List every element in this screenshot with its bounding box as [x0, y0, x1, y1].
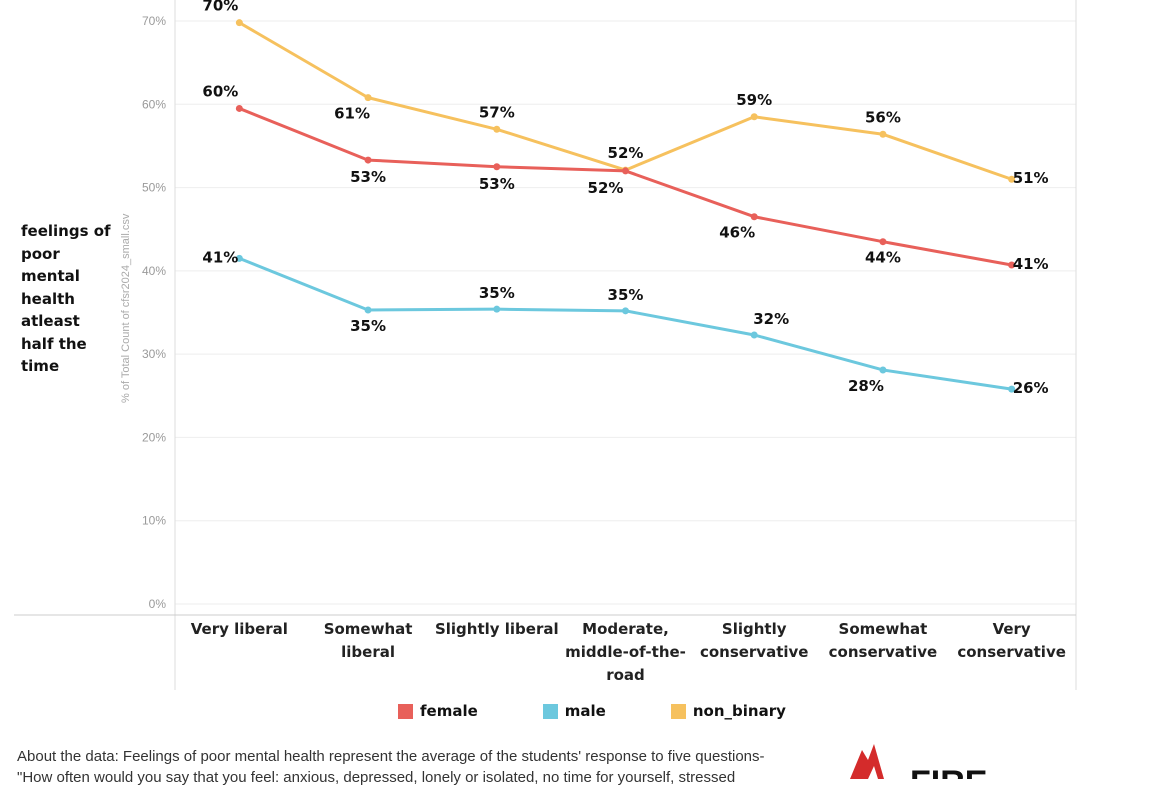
data-point-female[interactable] [1008, 261, 1016, 269]
about-line-1: About the data: Feelings of poor mental … [17, 748, 765, 765]
data-point-female[interactable] [750, 213, 758, 221]
data-point-non-binary[interactable] [235, 19, 243, 27]
data-point-male[interactable] [622, 307, 629, 315]
data-point-male[interactable] [493, 305, 501, 313]
data-label-non-binary: 57% [479, 103, 515, 121]
gridlines [175, 20, 1076, 605]
data-point-female[interactable] [235, 104, 243, 112]
data-label-non-binary: 56% [865, 108, 901, 126]
y-axis-label: % of Total Count of cfsr2024_small.csv [120, 213, 132, 403]
y-tick-label: 60% [142, 97, 166, 111]
data-label-non-binary: 61% [334, 105, 370, 123]
x-category-label: Very liberal [191, 620, 288, 638]
data-label-male: 26% [1013, 379, 1049, 397]
y-tick-label: 0% [149, 597, 167, 611]
data-point-female[interactable] [493, 163, 501, 171]
data-point-female[interactable] [622, 167, 629, 175]
data-point-male[interactable] [364, 306, 372, 314]
x-category-label: Somewhat conservative [829, 620, 938, 661]
legend-swatch-male [542, 703, 558, 719]
y-tick-label: 20% [142, 430, 166, 444]
x-category-label: Somewhat liberal [324, 620, 413, 661]
series-lines: 70% 61% 57% 52% 59% 56% 51% 60% 53% 53% 52% 46% 44% 4… [202, 0, 1048, 397]
data-point-non-binary[interactable] [364, 94, 372, 102]
data-label-male: 35% [608, 286, 644, 304]
x-category-label: Slightly liberal [435, 620, 559, 638]
series-line-female [238, 107, 1012, 267]
legend-item-female[interactable]: female [398, 702, 478, 720]
fire-logo: FIRE [850, 744, 987, 779]
legend-item-male[interactable]: male [542, 702, 606, 720]
data-label-male: 35% [479, 284, 515, 302]
flame-icon [850, 744, 884, 779]
data-label-female: 44% [865, 249, 901, 267]
data-label-female: 53% [350, 168, 386, 186]
data-label-female: 53% [479, 175, 515, 193]
data-label-male: 35% [350, 317, 386, 335]
legend-swatch-female [398, 703, 413, 719]
x-axis-categories: Very liberal Somewhat liberal Slightly libe… [191, 620, 1066, 684]
data-label-non-binary: 52% [608, 144, 644, 162]
data-point-female[interactable] [879, 238, 887, 246]
data-label-female: 41% [1013, 255, 1049, 273]
y-tick-label: 10% [142, 514, 166, 528]
data-point-male[interactable] [750, 331, 758, 339]
data-label-male: 28% [848, 377, 884, 395]
about-the-data: About the data: Feelings of poor mental … [17, 746, 817, 788]
data-label-non-binary: 70% [202, 0, 238, 15]
data-label-male: 41% [202, 248, 238, 266]
row-header: feelings of poor mental health atleast h… [21, 222, 111, 375]
data-label-non-binary: 59% [736, 91, 772, 109]
data-point-non-binary[interactable] [493, 125, 501, 133]
data-point-male[interactable] [235, 254, 243, 262]
data-label-non-binary: 51% [1013, 169, 1049, 187]
data-point-female[interactable] [364, 156, 372, 164]
data-label-female: 46% [719, 224, 755, 242]
x-category-label: Moderate, middle-of-the-road [565, 620, 686, 684]
y-tick-label: 40% [142, 264, 166, 278]
data-point-male[interactable] [879, 366, 887, 374]
y-axis-ticks: 0% 10% 20% 30% 40% 50% 60% 70% [142, 14, 166, 611]
data-label-female: 52% [588, 179, 624, 197]
y-tick-label: 70% [142, 14, 166, 28]
legend: female male non_binary [398, 702, 786, 720]
legend-swatch-non-binary [670, 703, 686, 719]
legend-label-non-binary: non_binary [692, 702, 786, 720]
logo-text: FIRE [910, 764, 987, 779]
data-label-female: 60% [202, 82, 238, 100]
legend-item-non-binary[interactable]: non_binary [670, 702, 786, 720]
line-chart: 0% 10% 20% 30% 40% 50% 60% 70% % of Total Count… [14, 0, 1077, 690]
data-point-non-binary[interactable] [879, 130, 887, 138]
data-point-male[interactable] [1008, 385, 1016, 393]
legend-label-female: female [420, 702, 478, 720]
y-tick-label: 50% [142, 181, 166, 195]
x-category-label: Very conservative [957, 620, 1066, 661]
about-line-2: "How often would you say that you feel: … [17, 769, 736, 786]
data-label-male: 32% [753, 310, 789, 328]
chart-frame [14, 0, 1077, 690]
data-point-non-binary[interactable] [1008, 175, 1016, 183]
legend-label-male: male [564, 702, 606, 720]
x-category-label: Slightly conservative [700, 620, 809, 661]
y-tick-label: 30% [142, 347, 166, 361]
data-point-non-binary[interactable] [750, 113, 758, 121]
